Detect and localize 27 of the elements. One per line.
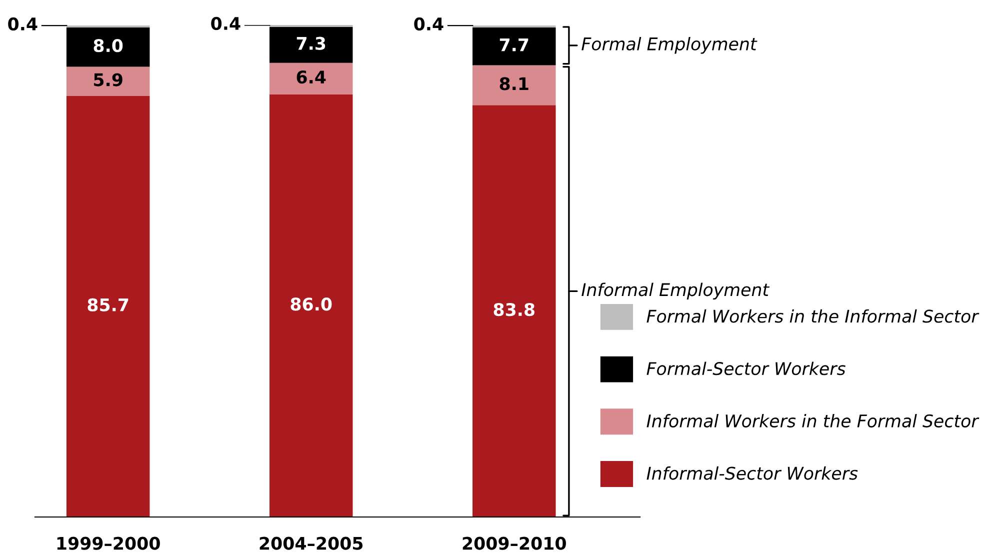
- annotation: Formal Employment: [582, 36, 758, 54]
- data-label: 86.0: [290, 298, 332, 311]
- data-label: 83.8: [494, 302, 534, 316]
- bar: [66, 66, 150, 96]
- data-label: 8.1: [500, 77, 528, 90]
- x-tick-label: 1999–2000: [57, 536, 160, 550]
- data-label: 6.4: [296, 70, 326, 84]
- data-label: 0.4: [8, 17, 38, 31]
- bar: [269, 62, 353, 94]
- annotation: Informal Employment: [582, 282, 770, 300]
- data-label: 0.4: [414, 17, 444, 31]
- bar: [66, 96, 150, 517]
- data-label: 0.4: [211, 16, 240, 30]
- data-label: 5.9: [94, 73, 122, 86]
- bar: [472, 105, 556, 517]
- legend-label: Informal-Sector Workers: [646, 466, 858, 480]
- data-label: 85.7: [88, 298, 128, 312]
- legend-label: Informal Workers in the Formal Sector: [646, 414, 980, 428]
- bar: [269, 94, 353, 517]
- legend-label: Formal-Sector Workers: [646, 362, 846, 376]
- bar: [472, 65, 556, 106]
- data-label: 7.3: [296, 36, 326, 50]
- data-label: 7.7: [500, 38, 528, 52]
- data-label: 8.0: [94, 39, 123, 52]
- legend-label: Formal Workers in the Informal Sector: [646, 309, 980, 323]
- x-tick-label: 2004–2005: [260, 536, 363, 550]
- x-tick-label: 2009–2010: [462, 536, 566, 550]
